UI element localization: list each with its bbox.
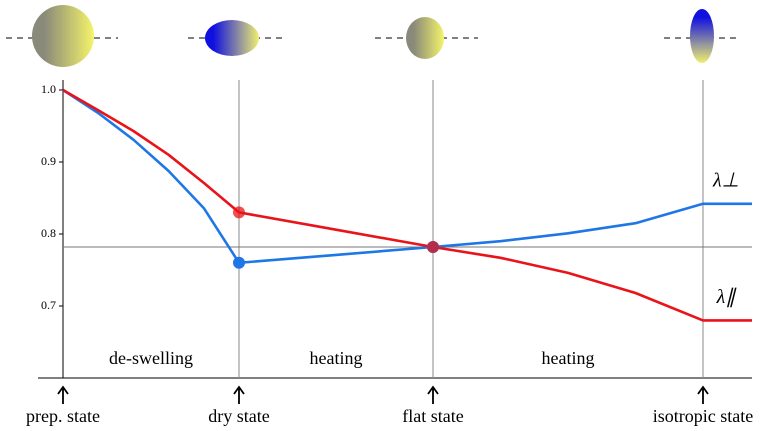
stage-arrow <box>234 387 244 404</box>
stage-arrow <box>58 387 68 404</box>
phase-label: heating <box>310 348 363 368</box>
stage-arrow <box>428 387 438 404</box>
legend-label: λ⊥ <box>712 169 739 191</box>
stage-label: isotropic state <box>653 406 753 426</box>
series-line <box>63 90 752 320</box>
stage-label: flat state <box>402 406 463 426</box>
point-marker <box>233 257 245 269</box>
chart: 0.7 0.8 0.9 1.0 prep. state dry state flat sta… <box>0 0 772 431</box>
y-tick-label: 0.7 <box>41 298 56 312</box>
icon-prep <box>32 5 94 67</box>
phase-label: heating <box>542 348 595 368</box>
icon-dry <box>205 20 259 56</box>
phase-label: de-swelling <box>109 348 193 368</box>
icon-flat <box>406 17 444 59</box>
icon-isotropic <box>690 9 714 63</box>
series-line <box>63 90 752 263</box>
stage-arrow <box>698 387 708 404</box>
point-marker <box>427 241 439 253</box>
y-tick-label: 0.9 <box>41 154 56 168</box>
stage-label: prep. state <box>26 406 100 426</box>
stage-label: dry state <box>208 406 269 426</box>
y-tick-label: 1.0 <box>41 82 56 96</box>
legend-label: λ∥ <box>716 286 738 308</box>
point-marker <box>233 206 245 218</box>
y-tick-label: 0.8 <box>41 226 56 240</box>
